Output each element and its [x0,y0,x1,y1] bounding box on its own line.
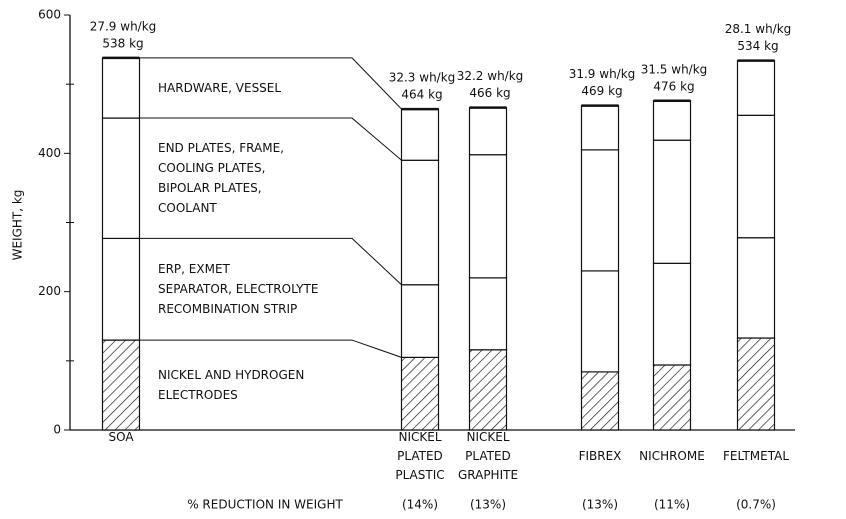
bar-segment [580,270,620,373]
bar-segment [468,277,508,351]
x-tick-label: NICHROME [639,449,705,463]
bar-segment [652,139,692,264]
bar-segment [468,349,508,431]
top-label: 31.5 wh/kg [641,62,708,76]
bar-segment [580,149,620,272]
bar-segment [736,237,776,339]
reduction-label: (11%) [654,498,690,512]
x-tick-label: NICKEL PLATED PLASTIC [395,430,444,482]
reduction-label: (0.7%) [736,498,776,512]
legend-label: NICKEL AND HYDROGEN ELECTRODES [158,368,304,402]
bar-segment [101,57,141,119]
bar-segment [652,364,692,431]
bar-segment [580,371,620,431]
bar-segment [468,154,508,279]
legend-label: HARDWARE, VESSEL [158,80,281,94]
top-label: 534 kg [737,39,778,53]
bar-segment [101,237,141,341]
bar-segment [400,356,440,431]
bar-segment [580,105,620,151]
leader-line [139,57,402,110]
reduction-label: (14%) [402,498,438,512]
legend-label: END PLATES, FRAME, COOLING PLATES, BIPOLAR… [158,141,284,215]
x-tick-label: SOA [108,430,134,444]
top-label: 538 kg [102,36,143,50]
top-label: 32.3 wh/kg [389,71,456,85]
leader-line [139,237,402,286]
reduction-label: (13%) [582,498,618,512]
bar-segment [736,114,776,239]
bar-segment [400,284,440,358]
leader-line [139,339,402,358]
top-label: 464 kg [401,88,442,102]
x-tick-label: FIBREX [579,449,622,463]
reduction-title: % REDUCTION IN WEIGHT [187,498,343,512]
leader-line [139,117,402,161]
bar-segment [736,60,776,116]
top-label: 27.9 wh/kg [90,19,157,33]
y-tick-label: 0 [53,423,61,437]
x-tick-label: NICKEL PLATED GRAPHITE [458,430,518,482]
x-tick-label: FELTMETAL [723,449,789,463]
bar-segment [400,108,440,161]
y-tick-label: 200 [38,284,61,298]
bar-segment [101,339,141,431]
top-label: 476 kg [653,79,694,93]
bar-segment [400,159,440,286]
reduction-label: (13%) [470,498,506,512]
bar-segment [468,107,508,156]
y-tick-label: 400 [38,146,61,160]
top-label: 31.9 wh/kg [569,67,636,81]
bar-segment [652,262,692,366]
y-axis-label: WEIGHT, kg [11,190,25,261]
top-label: 466 kg [469,86,510,100]
bar-segment [101,117,141,240]
bar-segment [652,100,692,141]
bar-segment [736,337,776,431]
top-label: 32.2 wh/kg [457,69,524,83]
top-label: 469 kg [581,84,622,98]
top-label: 28.1 wh/kg [725,22,792,36]
y-tick-label: 600 [38,8,61,22]
legend-label: ERP, EXMET SEPARATOR, ELECTROLYTE RECOMBIN… [158,262,318,316]
